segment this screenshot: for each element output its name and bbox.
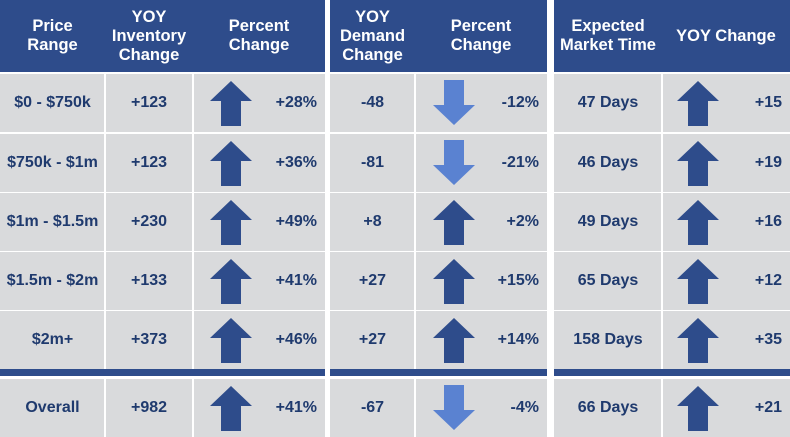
market-time-change-cell: +12 bbox=[754, 272, 782, 289]
column-divider bbox=[661, 379, 663, 437]
arrow-up-icon bbox=[675, 384, 721, 432]
table-row-background bbox=[330, 252, 547, 310]
inventory-percent-cell: +46% bbox=[275, 331, 317, 348]
demand-percent-cell: -4% bbox=[510, 399, 539, 416]
inventory-percent-cell: +28% bbox=[275, 94, 317, 111]
market-time-cell: 46 Days bbox=[577, 154, 639, 171]
demand-percent-cell: -21% bbox=[501, 154, 539, 171]
table-row-background bbox=[554, 193, 790, 251]
header-group-1 bbox=[0, 0, 325, 72]
header-yoy-demand-change: YOY Demand Change bbox=[339, 7, 406, 64]
table-row-background bbox=[0, 74, 325, 132]
inventory-change-cell: +123 bbox=[130, 154, 168, 171]
table-row-background bbox=[0, 311, 325, 369]
market-time-change-cell: +19 bbox=[754, 154, 782, 171]
market-time-change-cell: +15 bbox=[754, 94, 782, 111]
demand-change-cell: +27 bbox=[358, 272, 387, 289]
market-time-change-cell: +21 bbox=[754, 399, 782, 416]
table-row-background bbox=[554, 74, 790, 132]
header-demand-percent-change: Percent Change bbox=[450, 17, 512, 54]
column-divider bbox=[192, 379, 194, 437]
price-range-cell: $1m - $1.5m bbox=[6, 213, 99, 230]
header-yoy-inventory-change: YOY Inventory Change bbox=[111, 7, 187, 64]
inventory-change-cell: +133 bbox=[130, 272, 168, 289]
price-range-cell: $750k - $1m bbox=[7, 154, 98, 171]
market-time-change-cell: +35 bbox=[754, 331, 782, 348]
demand-change-cell: +8 bbox=[363, 213, 382, 230]
table-row-background bbox=[554, 252, 790, 310]
demand-percent-cell: -12% bbox=[501, 94, 539, 111]
market-time-cell: 65 Days bbox=[577, 272, 639, 289]
inventory-change-cell: +230 bbox=[130, 213, 168, 230]
overall-separator bbox=[554, 369, 790, 376]
demand-change-cell: -67 bbox=[360, 399, 385, 416]
column-divider bbox=[414, 379, 416, 437]
arrow-up-icon bbox=[431, 198, 477, 246]
inventory-percent-cell: +41% bbox=[275, 272, 317, 289]
table-row-background bbox=[330, 311, 547, 369]
arrow-up-icon bbox=[208, 79, 254, 127]
header-yoy-change: YOY Change bbox=[676, 26, 776, 45]
table-row-background bbox=[554, 379, 790, 437]
market-time-cell: 49 Days bbox=[577, 213, 639, 230]
arrow-up-icon bbox=[675, 257, 721, 305]
table-row-background bbox=[330, 193, 547, 251]
inventory-change-cell: +982 bbox=[130, 399, 168, 416]
header-price-range: Price Range bbox=[27, 17, 78, 54]
column-divider bbox=[192, 74, 194, 369]
header-inventory-percent-change: Percent Change bbox=[228, 17, 290, 54]
market-time-cell: 66 Days bbox=[577, 399, 639, 416]
table-row-background bbox=[330, 74, 547, 132]
market-time-cell: 47 Days bbox=[577, 94, 639, 111]
overall-separator bbox=[0, 369, 325, 376]
arrow-down-icon bbox=[431, 384, 477, 432]
arrow-up-icon bbox=[208, 316, 254, 364]
arrow-up-icon bbox=[675, 79, 721, 127]
arrow-down-icon bbox=[431, 139, 477, 187]
arrow-down-icon bbox=[431, 79, 477, 127]
inventory-percent-cell: +36% bbox=[275, 154, 317, 171]
inventory-change-cell: +123 bbox=[130, 94, 168, 111]
demand-percent-cell: +2% bbox=[506, 213, 539, 230]
demand-change-cell: +27 bbox=[358, 331, 387, 348]
inventory-percent-cell: +41% bbox=[275, 399, 317, 416]
arrow-up-icon bbox=[675, 198, 721, 246]
header-group-3 bbox=[554, 0, 790, 72]
inventory-change-cell: +373 bbox=[130, 331, 168, 348]
column-divider bbox=[104, 74, 106, 369]
arrow-up-icon bbox=[208, 384, 254, 432]
price-range-cell: $0 - $750k bbox=[14, 94, 91, 111]
column-divider bbox=[661, 74, 663, 369]
demand-change-cell: -81 bbox=[360, 154, 385, 171]
column-divider bbox=[104, 379, 106, 437]
table-row-background bbox=[330, 134, 547, 192]
arrow-up-icon bbox=[431, 316, 477, 364]
arrow-up-icon bbox=[431, 257, 477, 305]
arrow-up-icon bbox=[208, 139, 254, 187]
table-row-background bbox=[0, 379, 325, 437]
market-time-change-cell: +16 bbox=[754, 213, 782, 230]
arrow-up-icon bbox=[208, 257, 254, 305]
table-row-background bbox=[330, 379, 547, 437]
demand-percent-cell: +15% bbox=[497, 272, 539, 289]
header-group-2 bbox=[330, 0, 547, 72]
table-row-background bbox=[554, 311, 790, 369]
market-time-cell: 158 Days bbox=[573, 331, 643, 348]
arrow-up-icon bbox=[675, 139, 721, 187]
table-row-background bbox=[0, 252, 325, 310]
overall-separator bbox=[330, 369, 547, 376]
table-row-background bbox=[0, 193, 325, 251]
demand-change-cell: -48 bbox=[360, 94, 385, 111]
inventory-percent-cell: +49% bbox=[275, 213, 317, 230]
table-row-background bbox=[554, 134, 790, 192]
arrow-up-icon bbox=[675, 316, 721, 364]
price-range-cell: Overall bbox=[25, 399, 80, 416]
header-expected-market-time: Expected Market Time bbox=[560, 17, 656, 54]
price-range-cell: $2m+ bbox=[31, 331, 74, 348]
demand-percent-cell: +14% bbox=[497, 331, 539, 348]
arrow-up-icon bbox=[208, 198, 254, 246]
table-row-background bbox=[0, 134, 325, 192]
column-divider bbox=[414, 74, 416, 369]
price-range-cell: $1.5m - $2m bbox=[6, 272, 99, 289]
